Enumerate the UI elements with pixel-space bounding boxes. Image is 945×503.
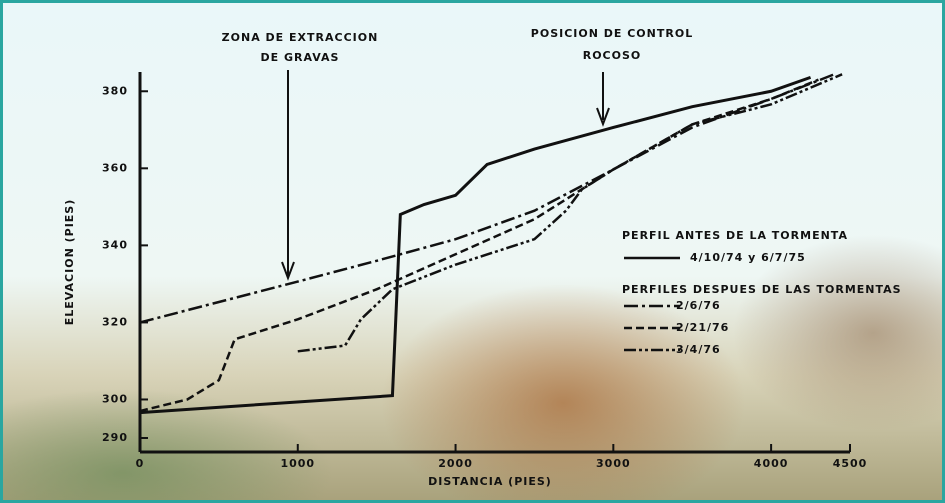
y-axis-label: ELEVACION (PIES) — [63, 199, 76, 326]
annotation: ZONA DE EXTRACCION — [222, 31, 379, 44]
y-tick-label: 380 — [102, 84, 128, 97]
legend-label: 2/6/76 — [676, 299, 721, 312]
legend-label: 3/4/76 — [676, 343, 721, 356]
y-tick-label: 300 — [102, 392, 128, 405]
x-tick-label: 0 — [136, 457, 145, 470]
legend-label: 2/21/76 — [676, 321, 729, 334]
y-tick-label: 290 — [102, 431, 128, 444]
x-tick-label: 2000 — [438, 457, 473, 470]
x-tick-label: 3000 — [596, 457, 631, 470]
x-tick-label: 4500 — [833, 457, 868, 470]
legend-title: PERFILES DESPUES DE LAS TORMENTAS — [622, 283, 902, 296]
x-tick-label: 4000 — [754, 457, 789, 470]
annotation: ROCOSO — [583, 49, 642, 62]
y-tick-label: 360 — [102, 161, 128, 174]
legend-label: 4/10/74 y 6/7/75 — [690, 251, 806, 264]
line-series — [298, 74, 842, 351]
x-axis-label: DISTANCIA (PIES) — [428, 475, 552, 488]
y-tick-label: 340 — [102, 238, 128, 251]
chart: ZONA DE EXTRACCION DE GRAVAS POSICION DE… — [0, 0, 945, 503]
annotation: POSICION DE CONTROL — [531, 27, 693, 40]
y-tick-label: 320 — [102, 315, 128, 328]
legend-title: PERFIL ANTES DE LA TORMENTA — [622, 229, 848, 242]
x-tick-label: 1000 — [280, 457, 315, 470]
line-series — [140, 80, 818, 411]
annotation: DE GRAVAS — [261, 51, 340, 64]
